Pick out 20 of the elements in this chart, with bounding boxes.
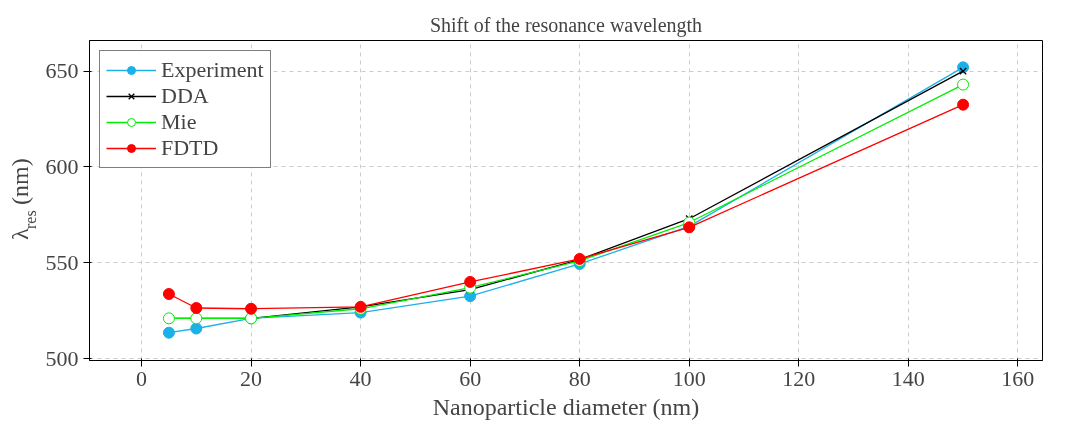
y-tick-label: 650 (45, 58, 79, 84)
legend-label: Experiment (161, 57, 264, 83)
x-tick-label: 160 (1001, 365, 1035, 391)
x-tick-label: 120 (782, 365, 816, 391)
legend-label: FDTD (161, 135, 219, 161)
legend-label: DDA (161, 83, 209, 109)
chart-title: Shift of the resonance wavelength (429, 13, 703, 37)
x-tick-label: 20 (240, 365, 263, 391)
y-tick-label: 550 (45, 249, 79, 275)
x-axis-title: Nanoparticle diameter (nm) (432, 393, 700, 420)
x-tick-label: 100 (672, 365, 706, 391)
y-tick-label: 600 (45, 153, 79, 179)
x-tick-label: 40 (349, 365, 372, 391)
x-tick-label: 80 (568, 365, 591, 391)
legend-label: Mie (161, 109, 197, 135)
y-axis-title: λres(nm) (6, 158, 39, 240)
x-tick-label: 140 (891, 365, 925, 391)
y-tick-label: 500 (45, 345, 79, 371)
x-tick-label: 60 (459, 365, 482, 391)
x-tick-label: 0 (136, 365, 148, 391)
